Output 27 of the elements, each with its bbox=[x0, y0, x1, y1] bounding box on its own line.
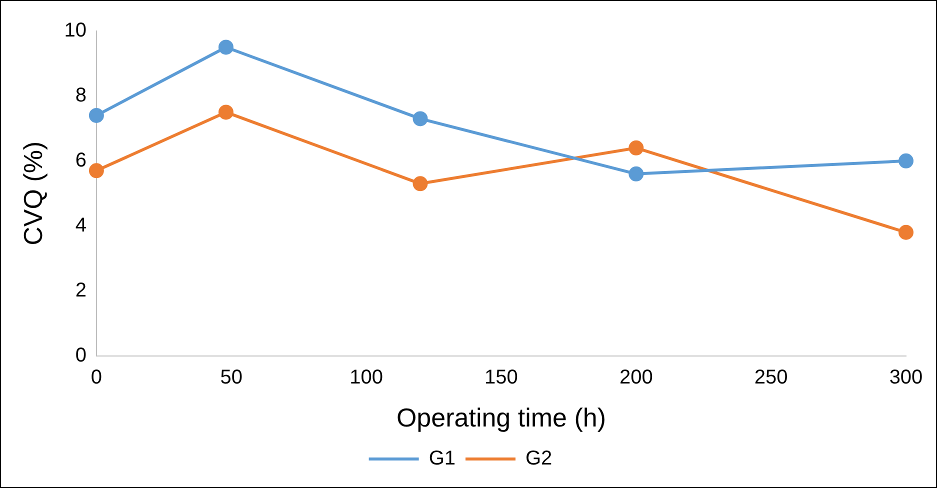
y-axis-title: CVQ (%) bbox=[18, 141, 48, 246]
point bbox=[88, 108, 104, 123]
y-tick-label: 4 bbox=[75, 214, 86, 236]
point bbox=[218, 104, 234, 120]
y-tick-label: 2 bbox=[75, 279, 86, 302]
legend-label: G2 bbox=[526, 448, 552, 470]
y-tick-label: 8 bbox=[75, 84, 86, 106]
point bbox=[898, 153, 914, 168]
x-tick-label: 100 bbox=[350, 366, 383, 388]
y-tick-label: 6 bbox=[75, 149, 86, 172]
x-tick-label: 250 bbox=[754, 366, 788, 388]
x-tick-label: 150 bbox=[484, 366, 518, 388]
point bbox=[628, 140, 644, 156]
x-axis-title: Operating time (h) bbox=[396, 402, 606, 433]
point bbox=[218, 40, 234, 55]
legend-label: G1 bbox=[428, 448, 456, 470]
x-tick-label: 0 bbox=[90, 366, 102, 388]
point bbox=[412, 111, 428, 126]
point bbox=[898, 224, 914, 240]
point bbox=[412, 176, 428, 192]
point bbox=[628, 166, 644, 182]
y-tick-label: 0 bbox=[75, 344, 86, 366]
point bbox=[88, 163, 104, 178]
y-tick-label: 10 bbox=[64, 20, 86, 42]
x-tick-label: 200 bbox=[619, 366, 653, 388]
x-tick-label: 300 bbox=[889, 366, 923, 388]
x-tick-label: 50 bbox=[220, 366, 242, 388]
